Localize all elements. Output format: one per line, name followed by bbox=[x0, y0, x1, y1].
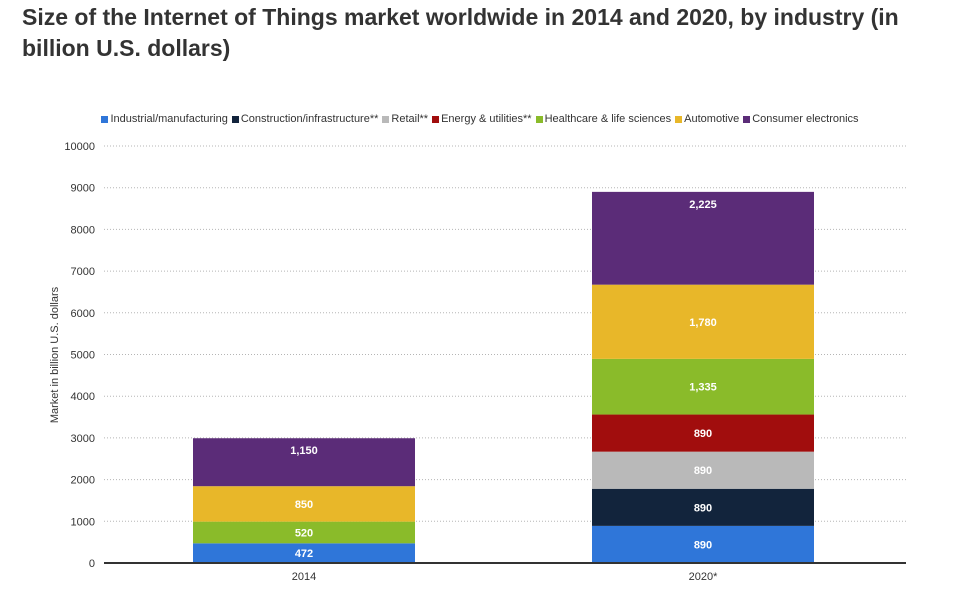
legend-item[interactable]: Construction/infrastructure** bbox=[231, 113, 379, 126]
legend-swatch bbox=[231, 115, 239, 123]
legend-label: Energy & utilities** bbox=[441, 113, 532, 126]
y-tick-label: 4000 bbox=[71, 391, 95, 403]
y-axis-label: Market in billion U.S. dollars bbox=[49, 286, 61, 423]
chart-title: Size of the Internet of Things market wo… bbox=[22, 4, 899, 61]
bar-segment[interactable] bbox=[193, 521, 415, 544]
y-tick-label: 7000 bbox=[71, 266, 95, 278]
legend-item[interactable]: Industrial/manufacturing bbox=[101, 113, 228, 126]
y-tick-label: 9000 bbox=[71, 183, 95, 195]
x-tick-label: 2014 bbox=[292, 571, 316, 583]
legend-label: Industrial/manufacturing bbox=[110, 113, 228, 126]
bar-value-label: 1,780 bbox=[689, 317, 717, 329]
y-tick-label: 0 bbox=[89, 558, 95, 570]
bar-value-label: 2,225 bbox=[689, 199, 717, 211]
bar-segment[interactable] bbox=[193, 543, 415, 563]
legend-label: Retail** bbox=[391, 113, 429, 126]
bar-segment[interactable] bbox=[193, 486, 415, 522]
bars bbox=[193, 191, 814, 563]
bar-segment[interactable] bbox=[592, 414, 814, 452]
bar-value-label: 890 bbox=[694, 539, 712, 551]
legend-swatch bbox=[743, 115, 751, 123]
bar-segment[interactable] bbox=[592, 191, 814, 285]
bar-value-label: 890 bbox=[694, 428, 712, 440]
legend-item[interactable]: Energy & utilities** bbox=[432, 113, 532, 125]
legend-swatch bbox=[675, 115, 683, 123]
bar-segment[interactable] bbox=[193, 438, 415, 487]
bar-value-label: 1,150 bbox=[290, 445, 318, 457]
y-tick-label: 1000 bbox=[71, 516, 95, 528]
bar-segment[interactable] bbox=[592, 451, 814, 489]
bar-segment[interactable] bbox=[592, 358, 814, 415]
legend-item[interactable]: Retail** bbox=[382, 113, 428, 125]
bar-labels: 472 520 850 1,150 890 890 890 890 1,335 1,780 2,22… bbox=[290, 199, 717, 560]
legend-swatch bbox=[535, 115, 543, 123]
bar-value-label: 890 bbox=[694, 502, 712, 514]
chart-legend: Industrial/manufacturing Construction/inf… bbox=[0, 113, 960, 129]
legend-item[interactable]: Automotive bbox=[675, 113, 739, 125]
bar-segment[interactable] bbox=[592, 488, 814, 526]
y-tick-label: 5000 bbox=[71, 350, 95, 362]
y-tick-label: 6000 bbox=[71, 308, 95, 320]
legend-swatch bbox=[101, 115, 109, 123]
x-tick-label: 2020* bbox=[689, 571, 718, 583]
bar-value-label: 472 bbox=[295, 548, 313, 560]
bar-segment[interactable] bbox=[592, 525, 814, 563]
y-tick-label: 10000 bbox=[64, 141, 95, 153]
legend-label: Consumer electronics bbox=[752, 113, 859, 126]
legend-swatch bbox=[432, 115, 440, 123]
x-axis-ticks: 2014 2020* bbox=[292, 571, 718, 583]
y-axis-ticks: 0 1000 2000 3000 4000 5000 6000 7000 8000 9000 100… bbox=[64, 141, 95, 570]
bar-value-label: 1,335 bbox=[689, 382, 717, 394]
legend-label: Automotive bbox=[684, 113, 740, 126]
bar-value-label: 850 bbox=[295, 499, 313, 511]
y-tick-label: 2000 bbox=[71, 475, 95, 487]
legend-label: Healthcare & life sciences bbox=[544, 113, 672, 126]
legend-item[interactable]: Healthcare & life sciences bbox=[535, 113, 672, 126]
bar-segment[interactable] bbox=[592, 284, 814, 359]
bar-value-label: 890 bbox=[694, 465, 712, 477]
y-tick-label: 8000 bbox=[71, 224, 95, 236]
bar-value-label: 520 bbox=[295, 527, 313, 539]
legend-label: Construction/infrastructure** bbox=[240, 113, 379, 126]
y-tick-label: 3000 bbox=[71, 433, 95, 445]
legend-item[interactable]: Consumer electronics bbox=[743, 113, 859, 126]
legend-swatch bbox=[382, 115, 390, 123]
